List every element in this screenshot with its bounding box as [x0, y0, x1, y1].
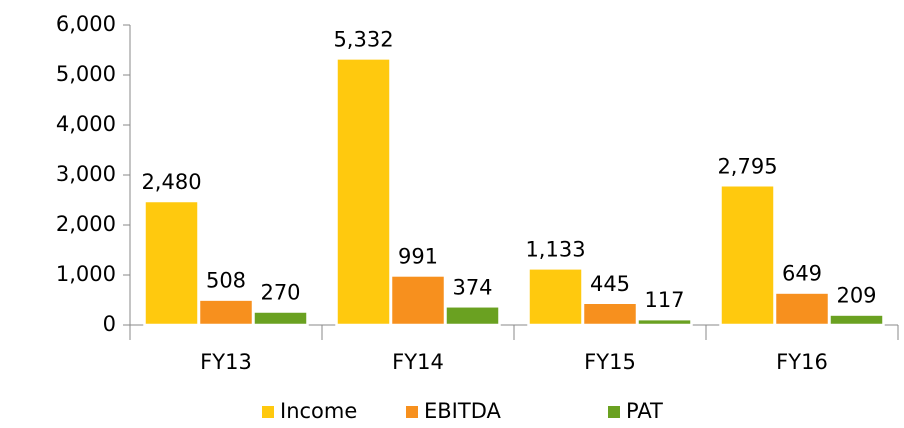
data-label: 2,480 [141, 170, 201, 194]
data-label: 5,332 [333, 27, 393, 51]
data-label: 649 [782, 262, 822, 286]
data-label: 1,133 [525, 237, 585, 261]
y-tick-label: 3,000 [56, 162, 116, 186]
data-label: 209 [836, 284, 876, 308]
bar [527, 267, 584, 327]
bar [444, 305, 501, 327]
data-label: 445 [590, 272, 630, 296]
x-tick-label: FY16 [776, 350, 828, 374]
data-label: 374 [452, 275, 492, 299]
y-tick-label: 2,000 [56, 212, 116, 236]
bar [335, 57, 392, 327]
legend-swatch [262, 406, 274, 418]
y-tick-label: 6,000 [56, 12, 116, 36]
data-label: 117 [644, 288, 684, 312]
x-tick-label: FY13 [200, 350, 252, 374]
data-label: 991 [398, 244, 438, 268]
bar [773, 291, 831, 327]
bar [143, 199, 200, 327]
y-tick-label: 5,000 [56, 62, 116, 86]
bar [636, 317, 693, 327]
legend-label: PAT [626, 399, 663, 423]
bar [719, 184, 776, 327]
y-tick-label: 1,000 [56, 262, 116, 286]
data-label: 508 [206, 269, 246, 293]
bar [197, 298, 255, 327]
legend-swatch [406, 406, 418, 418]
legend-label: Income [280, 399, 357, 423]
bar [389, 274, 447, 327]
bar [828, 313, 885, 327]
data-label: 2,795 [717, 154, 777, 178]
bar [252, 310, 309, 327]
legend-swatch [608, 406, 620, 418]
x-tick-label: FY15 [584, 350, 636, 374]
x-tick-label: FY14 [392, 350, 444, 374]
data-label: 270 [260, 281, 300, 305]
bar [581, 301, 639, 327]
legend-label: EBITDA [424, 399, 501, 423]
y-tick-label: 0 [103, 312, 116, 336]
y-tick-label: 4,000 [56, 112, 116, 136]
